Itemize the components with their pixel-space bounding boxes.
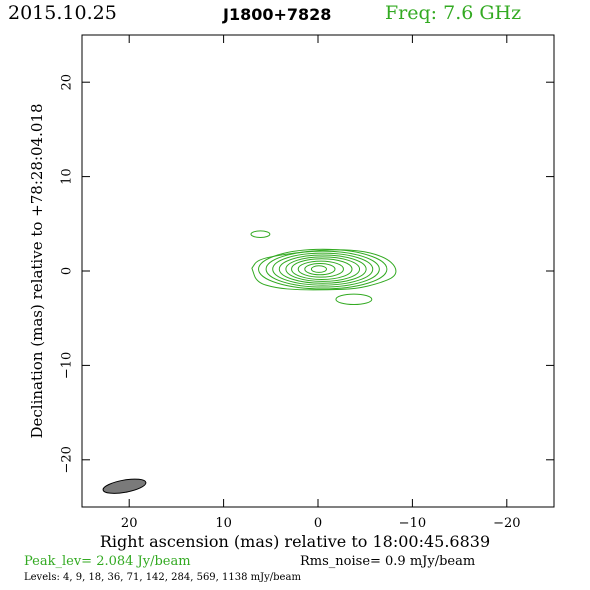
contour-level <box>278 254 367 284</box>
source-name: J1800+7828 <box>223 5 332 24</box>
contour-island <box>250 230 271 238</box>
contour-level <box>297 260 344 278</box>
contour-level <box>291 258 353 280</box>
contour-level <box>304 262 336 276</box>
contour-levels: Levels: 4, 9, 18, 36, 71, 142, 284, 569,… <box>24 572 301 583</box>
plot-frame <box>81 34 555 508</box>
x-tick-label: 0 <box>314 516 322 531</box>
x-tick-label: −20 <box>493 516 520 531</box>
y-tick-label: −10 <box>60 352 75 379</box>
rms-noise: Rms_noise= 0.9 mJy/beam <box>300 554 476 569</box>
contour-level <box>272 252 374 286</box>
contour-level <box>285 256 361 282</box>
x-tick-label: 20 <box>121 516 138 531</box>
x-tick-label: −10 <box>399 516 426 531</box>
y-tick-label: −20 <box>60 446 75 473</box>
frequency-label: Freq: 7.6 GHz <box>385 2 522 24</box>
contour-outer <box>251 249 397 291</box>
observation-date: 2015.10.25 <box>8 2 117 24</box>
contour-level <box>258 248 388 290</box>
contour-level <box>265 250 380 288</box>
y-tick-label: 10 <box>60 168 75 185</box>
x-axis-label: Right ascension (mas) relative to 18:00:… <box>99 532 491 551</box>
y-tick-label: 20 <box>60 74 75 91</box>
x-tick-label: 10 <box>215 516 232 531</box>
y-axis-label: Declination (mas) relative to +78:28:04.… <box>28 103 46 438</box>
beam-ellipse <box>102 478 147 494</box>
contour-island <box>335 293 373 306</box>
y-tick-label: 0 <box>60 267 75 275</box>
peak-level: Peak_lev= 2.084 Jy/beam <box>24 554 191 569</box>
contour-level <box>310 265 327 273</box>
